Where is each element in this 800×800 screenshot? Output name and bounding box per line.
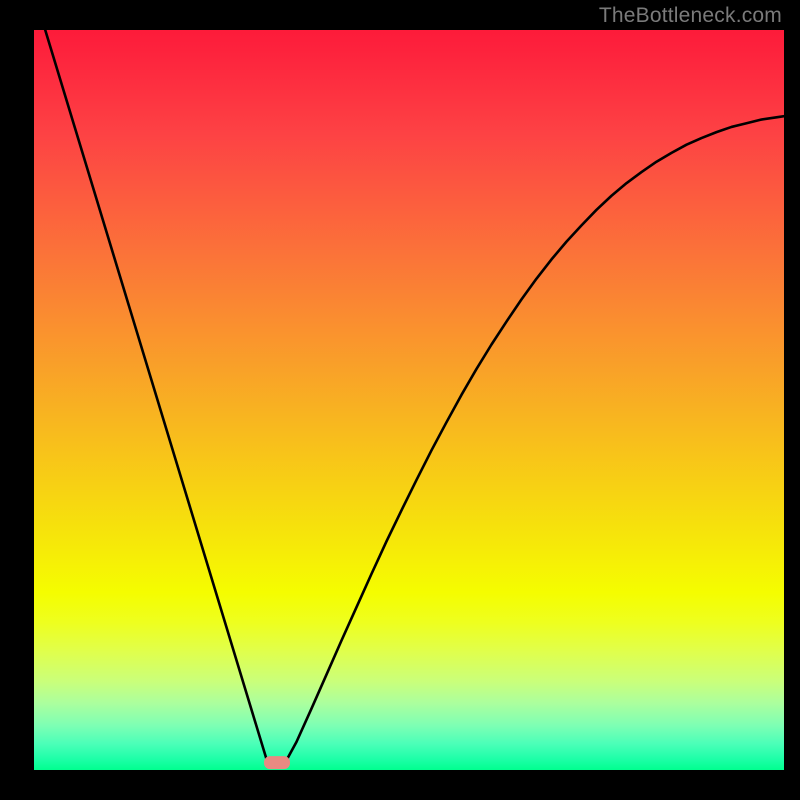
chart-container: TheBottleneck.com [0, 0, 800, 800]
bottleneck-chart [0, 0, 800, 800]
minimum-marker [264, 756, 290, 769]
watermark-text: TheBottleneck.com [599, 4, 782, 28]
plot-background [34, 30, 784, 770]
